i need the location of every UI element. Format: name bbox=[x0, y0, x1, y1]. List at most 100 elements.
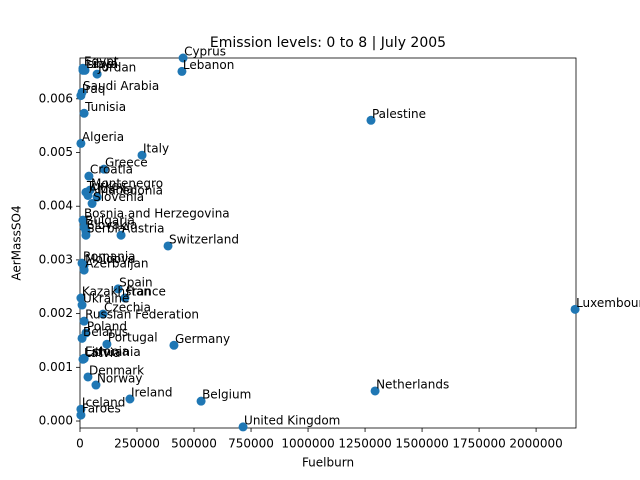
point-label: Estonia bbox=[85, 345, 129, 359]
point-label: Montenegro bbox=[91, 177, 163, 191]
point bbox=[83, 190, 93, 200]
point-label: Ireland bbox=[131, 386, 173, 400]
point-label: Lithuania bbox=[85, 345, 141, 359]
point bbox=[125, 394, 135, 404]
point-label: Spain bbox=[119, 275, 153, 289]
point bbox=[81, 230, 91, 240]
point bbox=[163, 241, 173, 251]
y-tick-label: 0.002 bbox=[39, 306, 73, 320]
point-label: Slovenia bbox=[93, 190, 144, 204]
point-label: Belarus bbox=[83, 325, 128, 339]
point-label: Iceland bbox=[82, 396, 125, 410]
point-label: Saudi Arabia bbox=[83, 79, 159, 93]
point bbox=[177, 66, 187, 76]
point-label: Egypt bbox=[84, 55, 119, 69]
x-tick-label: 500000 bbox=[171, 437, 217, 451]
point bbox=[137, 150, 147, 160]
point-label: Norway bbox=[97, 372, 143, 386]
point bbox=[76, 138, 86, 148]
point bbox=[83, 372, 93, 382]
point-label: Ukraine bbox=[83, 292, 129, 306]
point bbox=[78, 215, 88, 225]
point-label: Tunisia bbox=[84, 100, 126, 114]
y-tick-label: 0.006 bbox=[39, 91, 73, 105]
point-label: Portugal bbox=[108, 331, 158, 345]
point-label: Slovakia bbox=[87, 218, 137, 232]
point-label: Czechia bbox=[104, 301, 151, 315]
x-tick-label: 1250000 bbox=[338, 437, 391, 451]
point-label: Belgium bbox=[202, 388, 251, 402]
x-tick-label: 2000000 bbox=[509, 437, 562, 451]
point bbox=[196, 396, 206, 406]
y-tick-label: 0.005 bbox=[39, 145, 73, 159]
x-tick-label: 1000000 bbox=[281, 437, 334, 451]
point bbox=[79, 108, 89, 118]
point-label: Libya bbox=[86, 57, 118, 71]
point-label: France bbox=[126, 285, 166, 299]
point-label: Greece bbox=[105, 156, 148, 170]
point bbox=[366, 115, 376, 125]
point-label: Azerbaijan bbox=[85, 257, 148, 271]
point-label: Luxembourg bbox=[576, 296, 640, 310]
point bbox=[370, 386, 380, 396]
point-label: Latvia bbox=[84, 346, 121, 360]
point-label: Albania bbox=[89, 182, 134, 196]
point-label: Israel bbox=[84, 57, 117, 71]
point-label: Moldova bbox=[85, 252, 135, 266]
point-label: Denmark bbox=[89, 363, 144, 377]
chart-title: Emission levels: 0 to 8 | July 2005 bbox=[210, 35, 446, 51]
point bbox=[102, 339, 112, 349]
point-label: Bosnia and Herzegovina bbox=[84, 207, 230, 221]
point bbox=[79, 265, 89, 275]
x-tick-label: 1750000 bbox=[452, 437, 505, 451]
point-label: Palestine bbox=[372, 107, 426, 121]
point bbox=[76, 410, 86, 420]
point bbox=[76, 91, 86, 101]
point bbox=[92, 192, 102, 202]
point bbox=[80, 65, 90, 75]
point-label: Croatia bbox=[90, 163, 133, 177]
point-label: Macedonia bbox=[98, 184, 163, 198]
point-label: Romania bbox=[83, 250, 135, 264]
point-label: Algeria bbox=[82, 130, 124, 144]
point bbox=[570, 304, 580, 314]
point-label: Switzerland bbox=[169, 232, 239, 246]
point-label: Bulgaria bbox=[85, 214, 135, 228]
point bbox=[99, 164, 109, 174]
point-label: Russian Federation bbox=[85, 308, 199, 322]
point bbox=[79, 316, 89, 326]
point bbox=[84, 171, 94, 181]
point bbox=[77, 333, 87, 343]
point-label: Serbia bbox=[87, 222, 125, 236]
point bbox=[77, 300, 87, 310]
point bbox=[116, 230, 126, 240]
point bbox=[98, 309, 108, 319]
point-label: Jordan bbox=[97, 61, 136, 75]
y-tick-label: 0.004 bbox=[39, 199, 73, 213]
point bbox=[113, 284, 123, 294]
y-tick-label: 0.000 bbox=[39, 414, 73, 428]
plot-frame bbox=[79, 57, 577, 429]
y-tick-label: 0.001 bbox=[39, 360, 73, 374]
point bbox=[169, 340, 179, 350]
x-tick-label: 0 bbox=[76, 437, 84, 451]
x-tick-label: 750000 bbox=[228, 437, 274, 451]
point-label: Netherlands bbox=[376, 377, 449, 391]
point bbox=[87, 199, 97, 209]
point-label: Iraq bbox=[82, 82, 105, 96]
x-tick-label: 250000 bbox=[114, 437, 160, 451]
point-label: Turkey bbox=[86, 179, 126, 193]
point bbox=[238, 422, 248, 432]
point bbox=[178, 53, 188, 63]
point-label: Austria bbox=[122, 222, 164, 236]
point-label: Cyprus bbox=[184, 45, 226, 59]
point-label: Germany bbox=[175, 332, 230, 346]
point bbox=[120, 293, 130, 303]
y-axis-label: AerMassSO4 bbox=[10, 205, 24, 280]
point bbox=[76, 293, 86, 303]
point bbox=[79, 354, 89, 364]
point-label: United Kingdom bbox=[244, 413, 340, 427]
point bbox=[91, 380, 101, 390]
point-label: Faroes bbox=[82, 402, 121, 416]
